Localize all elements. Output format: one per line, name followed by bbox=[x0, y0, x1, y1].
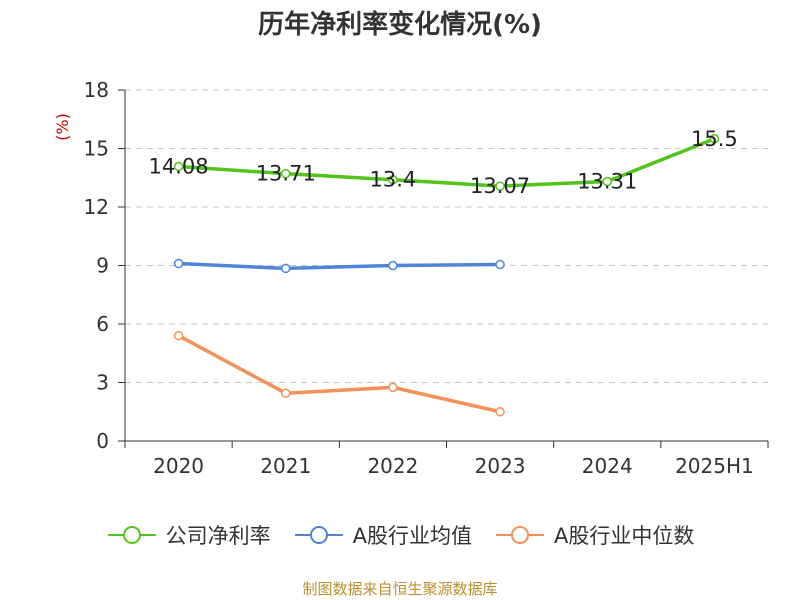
y-tick-label: 15 bbox=[84, 137, 109, 161]
data-point-1 bbox=[495, 259, 505, 270]
data-point-0 bbox=[602, 176, 612, 187]
y-tick-label: 12 bbox=[84, 195, 109, 219]
legend-label-industry-mean: A股行业均值 bbox=[352, 524, 472, 548]
legend-item-industry-median[interactable]: A股行业中位数 bbox=[494, 520, 694, 550]
data-label: 13.07 bbox=[470, 174, 530, 198]
legend-marker-company bbox=[107, 526, 156, 544]
legend-item-company[interactable]: 公司净利率 bbox=[106, 520, 271, 550]
data-point-0 bbox=[495, 181, 505, 191]
series-line-2 bbox=[176, 333, 502, 414]
data-point-0 bbox=[281, 168, 291, 179]
data-label: 13.4 bbox=[370, 168, 417, 192]
legend-label-industry-median: A股行业中位数 bbox=[554, 524, 695, 548]
data-point-1 bbox=[281, 263, 291, 274]
data-point-0 bbox=[388, 174, 398, 185]
data-point-2 bbox=[388, 382, 398, 393]
data-point-2 bbox=[173, 330, 184, 341]
y-tick-label: 0 bbox=[96, 429, 109, 453]
legend-item-industry-mean[interactable]: A股行业均值 bbox=[293, 520, 472, 550]
data-point-2 bbox=[495, 407, 505, 417]
y-tick-label: 9 bbox=[96, 254, 109, 278]
y-tick-label: 18 bbox=[84, 78, 109, 102]
x-tick-label: 2025H1 bbox=[675, 454, 754, 478]
y-axis-label: (%) bbox=[53, 113, 72, 141]
legend: 公司净利率 A股行业均值 A股行业中位数 bbox=[0, 520, 800, 550]
data-point-1 bbox=[173, 258, 184, 269]
data-point-0 bbox=[709, 134, 720, 144]
data-label: 13.71 bbox=[256, 162, 316, 186]
series-line-0 bbox=[176, 137, 717, 188]
chart-title: 历年净利率变化情况(%) bbox=[258, 10, 542, 40]
x-tick-label: 2023 bbox=[475, 454, 526, 478]
x-tick-label: 2021 bbox=[260, 454, 311, 478]
legend-marker-industry-mean bbox=[294, 526, 343, 544]
data-point-2 bbox=[281, 388, 291, 398]
x-tick-label: 2022 bbox=[367, 454, 418, 478]
data-label: 14.08 bbox=[149, 154, 209, 178]
y-tick-label: 3 bbox=[96, 371, 109, 395]
y-tick-label: 6 bbox=[96, 312, 109, 336]
legend-label-company: 公司净利率 bbox=[165, 524, 271, 548]
data-label: 15.5 bbox=[691, 127, 738, 151]
legend-marker-industry-median bbox=[496, 526, 544, 544]
x-tick-label: 2020 bbox=[153, 454, 204, 478]
data-point-0 bbox=[173, 161, 184, 172]
data-point-1 bbox=[388, 260, 398, 271]
series-line-1 bbox=[176, 261, 502, 271]
x-tick-label: 2024 bbox=[582, 454, 633, 478]
data-label: 13.31 bbox=[577, 169, 637, 193]
data-source-note: 制图数据来自恒生聚源数据库 bbox=[302, 580, 498, 598]
